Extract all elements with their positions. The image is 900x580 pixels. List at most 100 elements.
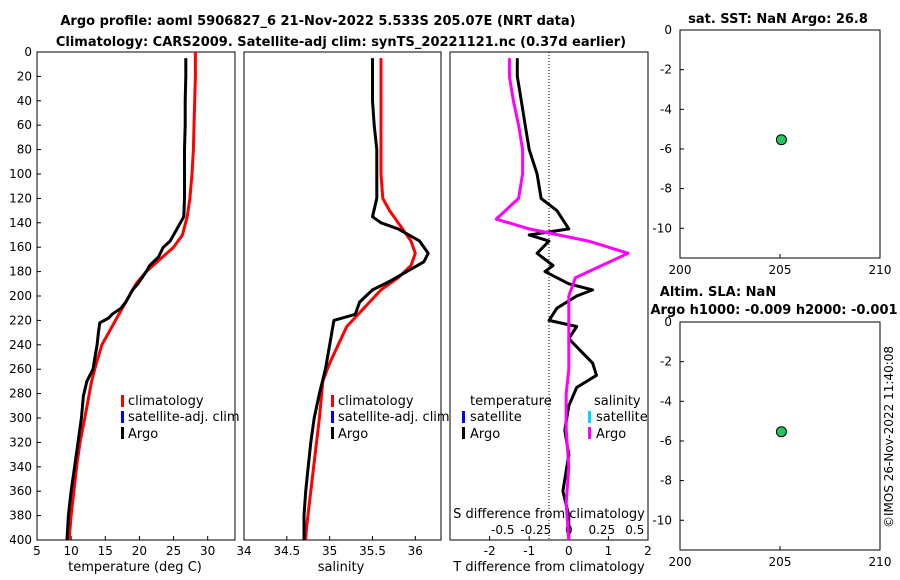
legend-label-argo: Argo — [338, 427, 368, 442]
sst-y-tick-label: 0 — [664, 23, 672, 37]
diff-top-tick-label: -0.5 — [491, 523, 514, 537]
legend-swatch-satellite-adj — [331, 411, 334, 423]
diff-top-tick-label: 0.5 — [625, 523, 644, 537]
diff-x-tick-label: -2 — [484, 544, 496, 558]
temp-y-tick-label: 360 — [9, 484, 32, 498]
temp-x-label: temperature (deg C) — [68, 560, 202, 575]
temp-x-tick-label: 25 — [166, 544, 181, 558]
sst-x-tick-label: 210 — [869, 263, 892, 277]
temp-y-tick-label: 40 — [17, 94, 32, 108]
diff-x-tick-label: 1 — [605, 544, 613, 558]
imos-watermark: ©IMOS 26-Nov-2022 11:40:08 — [882, 346, 896, 528]
sst-y-tick-label: -4 — [660, 102, 672, 116]
legend-label-climatology: climatology — [128, 394, 204, 409]
sal-x-tick-label: 36 — [408, 544, 423, 558]
diff-x-tick-label: -1 — [523, 544, 535, 558]
temp-x-ticks: 5 10 15 20 25 30 — [33, 536, 215, 558]
temp-x-tick-label: 30 — [200, 544, 215, 558]
sla-float-marker — [775, 426, 787, 438]
sal-legend: climatology satellite-adj. clim Argo — [331, 394, 450, 442]
temp-y-tick-label: 260 — [9, 362, 32, 376]
legend-label-argo: Argo — [128, 427, 158, 442]
legend-swatch-satellite-adj — [121, 411, 124, 423]
sst-float-marker — [775, 134, 787, 146]
legend-label-t-satellite: satellite — [470, 410, 522, 425]
sst-y-tick-label: -8 — [660, 182, 672, 196]
temp-x-tick-label: 5 — [33, 544, 41, 558]
sal-series-argo — [302, 58, 430, 540]
legend-swatch-t-argo — [462, 427, 465, 439]
legend-label-satellite-adj: satellite-adj. clim — [338, 410, 450, 425]
sla-y-tick-label: -8 — [660, 474, 672, 488]
diff-series-temperature-argo — [515, 58, 598, 540]
legend-swatch-argo — [331, 427, 334, 439]
sst-title: sat. SST: NaN Argo: 26.8 — [688, 12, 868, 27]
sst-y-tick-label: -6 — [660, 142, 672, 156]
temp-y-tick-label: 80 — [17, 143, 32, 157]
sst-y-tick-label: -2 — [660, 63, 672, 77]
legend-label-s-argo: Argo — [596, 427, 626, 442]
sal-x-tick-label: 34.5 — [273, 544, 300, 558]
temp-panel-frame — [36, 51, 236, 541]
legend-swatch-s-argo — [588, 427, 591, 439]
temp-y-tick-label: 20 — [17, 69, 32, 83]
legend-label-s-satellite: satellite — [596, 410, 648, 425]
temp-y-tick-label: 180 — [9, 265, 32, 279]
sla-y-tick-label: 0 — [664, 315, 672, 329]
legend-header-salinity: salinity — [594, 394, 641, 409]
sla-x-tick-label: 210 — [869, 555, 892, 569]
temp-y-tick-label: 240 — [9, 338, 32, 352]
temp-series-climatology — [67, 52, 197, 541]
temp-y-tick-label: 320 — [9, 435, 32, 449]
title-line1: Argo profile: aoml 5906827_6 21-Nov-2022… — [60, 14, 575, 29]
diff-x-tick-label: 0 — [565, 544, 573, 558]
temp-y-tick-label: 140 — [9, 216, 32, 230]
legend-swatch-s-satellite — [588, 411, 591, 423]
temp-y-tick-label: 120 — [9, 191, 32, 205]
diff-x-label: T difference from climatology — [452, 560, 645, 575]
temp-series-argo — [65, 58, 188, 541]
sst-x-tick-label: 200 — [669, 263, 692, 277]
sal-x-label: salinity — [318, 560, 365, 575]
legend-swatch-climatology — [331, 395, 334, 407]
temp-y-tick-label: 280 — [9, 387, 32, 401]
sal-panel-frame — [243, 51, 442, 541]
sla-y-tick-label: -2 — [660, 355, 672, 369]
sal-x-ticks: 34 34.5 35 35.5 36 — [236, 536, 423, 558]
temp-y-tick-label: 400 — [9, 533, 32, 547]
temp-y-tick-label: 340 — [9, 460, 32, 474]
sal-x-tick-label: 34 — [236, 544, 251, 558]
sst-ticks: 0 -2 -4 -6 -8 -10 200 205 210 — [652, 23, 891, 277]
sla-y-tick-label: -6 — [660, 434, 672, 448]
diff-top-tick-label: -0.25 — [520, 523, 551, 537]
temp-y-tick-label: 60 — [17, 118, 32, 132]
temp-legend: climatology satellite-adj. clim Argo — [121, 394, 240, 442]
temp-y-tick-label: 160 — [9, 240, 32, 254]
diff-x-tick-label: 2 — [644, 544, 652, 558]
sal-series-climatology — [304, 58, 417, 541]
title-line2: Climatology: CARS2009. Satellite-adj cli… — [56, 35, 626, 50]
legend-swatch-t-satellite — [462, 411, 465, 423]
sal-x-tick-label: 35.5 — [359, 544, 386, 558]
legend-swatch-climatology — [121, 395, 124, 407]
diff-top-tick-label: 0.25 — [588, 523, 615, 537]
sla-y-tick-label: -10 — [652, 513, 672, 527]
diff-series-salinity-argo — [494, 58, 630, 541]
temp-y-tick-label: 200 — [9, 289, 32, 303]
sal-x-tick-label: 35 — [322, 544, 337, 558]
temp-x-tick-label: 20 — [132, 544, 147, 558]
temp-y-tick-label: 220 — [9, 313, 32, 327]
legend-header-temperature: temperature — [470, 394, 552, 409]
legend-label-t-argo: Argo — [470, 427, 500, 442]
temp-y-tick-label: 0 — [24, 45, 32, 59]
sla-title-1: Altim. SLA: NaN — [660, 285, 776, 300]
sla-y-tick-label: -4 — [660, 394, 672, 408]
legend-label-satellite-adj: satellite-adj. clim — [128, 410, 240, 425]
sla-x-tick-label: 205 — [769, 555, 792, 569]
temp-y-tick-label: 300 — [9, 411, 32, 425]
sla-x-tick-label: 200 — [669, 555, 692, 569]
temp-y-ticks: 0 20 40 60 80 100 120 140 160 180 200 220 240 260 280 3… — [9, 45, 41, 547]
temp-y-tick-label: 100 — [9, 167, 32, 181]
sst-x-tick-label: 205 — [769, 263, 792, 277]
legend-swatch-argo — [121, 427, 124, 439]
